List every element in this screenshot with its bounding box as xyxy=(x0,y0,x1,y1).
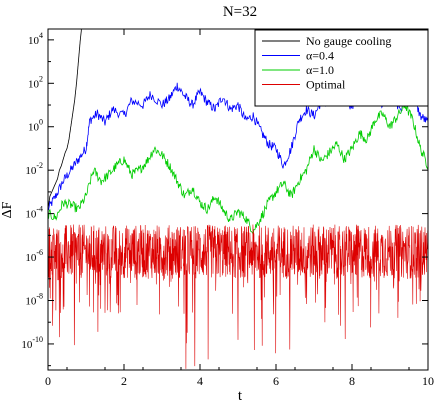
y-tick-base: 10 xyxy=(25,209,37,221)
x-tick-label: 2 xyxy=(121,374,127,388)
legend-label: α=1.0 xyxy=(306,63,334,77)
y-tick-base: 10 xyxy=(28,35,40,47)
y-tick-exponent: 2 xyxy=(39,74,43,83)
series-line-3 xyxy=(48,224,428,369)
y-tick-exponent: -6 xyxy=(36,248,43,257)
legend-box xyxy=(254,29,429,107)
legend-label: α=0.4 xyxy=(306,49,334,63)
x-axis-label: t xyxy=(238,388,243,404)
y-tick-label: 10-6 xyxy=(25,248,43,264)
y-tick-label: 10-10 xyxy=(21,335,43,351)
y-tick-base: 10 xyxy=(28,78,40,90)
y-tick-exponent: -4 xyxy=(36,205,43,214)
chart-title: N=32 xyxy=(223,4,257,20)
series-line-2 xyxy=(48,103,428,235)
y-tick-exponent: -8 xyxy=(36,291,43,300)
legend-label: No gauge cooling xyxy=(306,34,391,48)
y-tick-exponent: 4 xyxy=(39,31,43,40)
y-tick-base: 10 xyxy=(25,295,37,307)
y-tick-label: 10-4 xyxy=(25,205,43,221)
series-line-0 xyxy=(48,29,82,210)
y-tick-label: 10-8 xyxy=(25,291,43,307)
y-tick-exponent: 0 xyxy=(39,118,43,127)
legend-label: Optimal xyxy=(306,78,346,92)
x-tick-label: 10 xyxy=(422,374,434,388)
y-tick-base: 10 xyxy=(21,339,33,351)
y-tick-label: 102 xyxy=(28,74,43,90)
y-tick-label: 100 xyxy=(28,118,43,134)
y-tick-base: 10 xyxy=(25,252,37,264)
y-tick-exponent: -2 xyxy=(36,161,43,170)
y-axis-label: ΔF xyxy=(0,201,15,218)
x-tick-label: 8 xyxy=(349,374,355,388)
x-tick-label: 0 xyxy=(45,374,51,388)
y-tick-base: 10 xyxy=(28,122,40,134)
y-tick-label: 104 xyxy=(28,31,43,47)
x-tick-label: 6 xyxy=(273,374,279,388)
y-tick-label: 10-2 xyxy=(25,161,43,177)
y-tick-exponent: -10 xyxy=(32,335,43,344)
y-tick-base: 10 xyxy=(25,165,37,177)
x-tick-label: 4 xyxy=(197,374,203,388)
plot-frame xyxy=(47,28,429,371)
